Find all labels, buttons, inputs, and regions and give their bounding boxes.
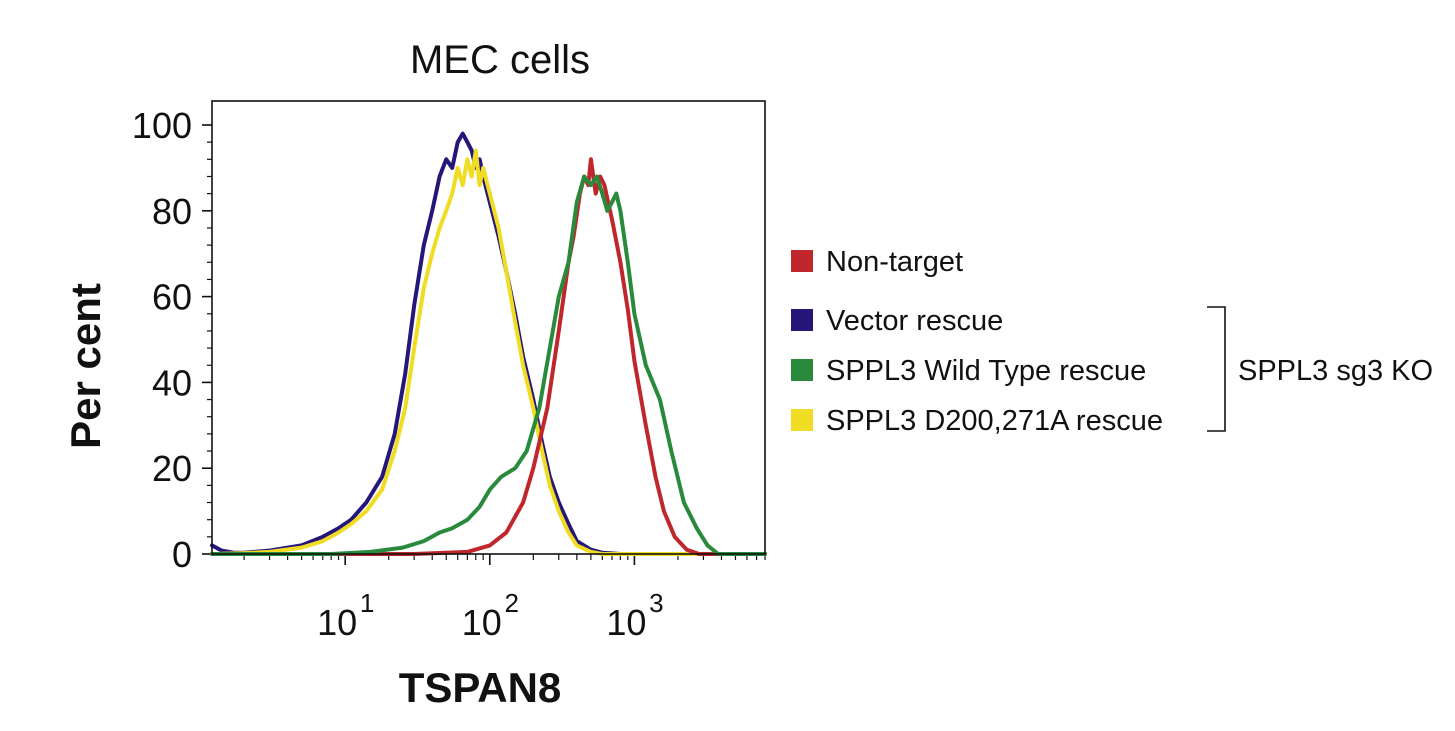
y-axis-label: Per cent — [62, 283, 109, 449]
legend-swatch — [791, 309, 813, 331]
x-axis-label: TSPAN8 — [399, 664, 562, 711]
legend-swatch — [791, 409, 813, 431]
series-line-vector-rescue — [210, 131, 767, 556]
legend-label: SPPL3 Wild Type rescue — [826, 355, 1146, 387]
bracket-label: SPPL3 sg3 KO — [1238, 355, 1433, 387]
legend-label: SPPL3 D200,271A rescue — [826, 405, 1163, 437]
x-tick-exponent: 1 — [360, 588, 374, 618]
x-axis: 10 1 10 2 10 3 — [243, 554, 766, 643]
y-tick-label: 40 — [152, 362, 192, 403]
series-line-sppl3-d200-271a-rescue — [210, 148, 767, 556]
legend-label: Vector rescue — [826, 305, 1003, 337]
x-tick-label: 10 — [317, 602, 357, 643]
series-line-sppl3-wild-type-rescue — [210, 174, 767, 556]
chart-title: MEC cells — [410, 38, 590, 82]
legend-label: Non-target — [826, 246, 963, 278]
y-tick-label: 80 — [152, 191, 192, 232]
y-axis: 0 20 40 60 80 100 — [132, 105, 212, 575]
y-tick-label: 0 — [172, 534, 192, 575]
legend: Non-target Vector rescue SPPL3 Wild Type r… — [791, 246, 1163, 437]
plot-frame — [211, 100, 766, 555]
x-tick-exponent: 3 — [649, 588, 663, 618]
legend-swatch — [791, 359, 813, 381]
y-tick-label: 100 — [132, 105, 192, 146]
y-tick-label: 20 — [152, 448, 192, 489]
legend-bracket: SPPL3 sg3 KO — [1207, 306, 1433, 432]
legend-swatch — [791, 250, 813, 272]
plot-series — [210, 131, 767, 556]
bracket-line — [1207, 306, 1226, 432]
y-tick-label: 60 — [152, 277, 192, 318]
x-tick-exponent: 2 — [505, 588, 519, 618]
series-line-non-target — [210, 157, 767, 556]
x-tick-label: 10 — [606, 602, 646, 643]
x-tick-label: 10 — [462, 602, 502, 643]
